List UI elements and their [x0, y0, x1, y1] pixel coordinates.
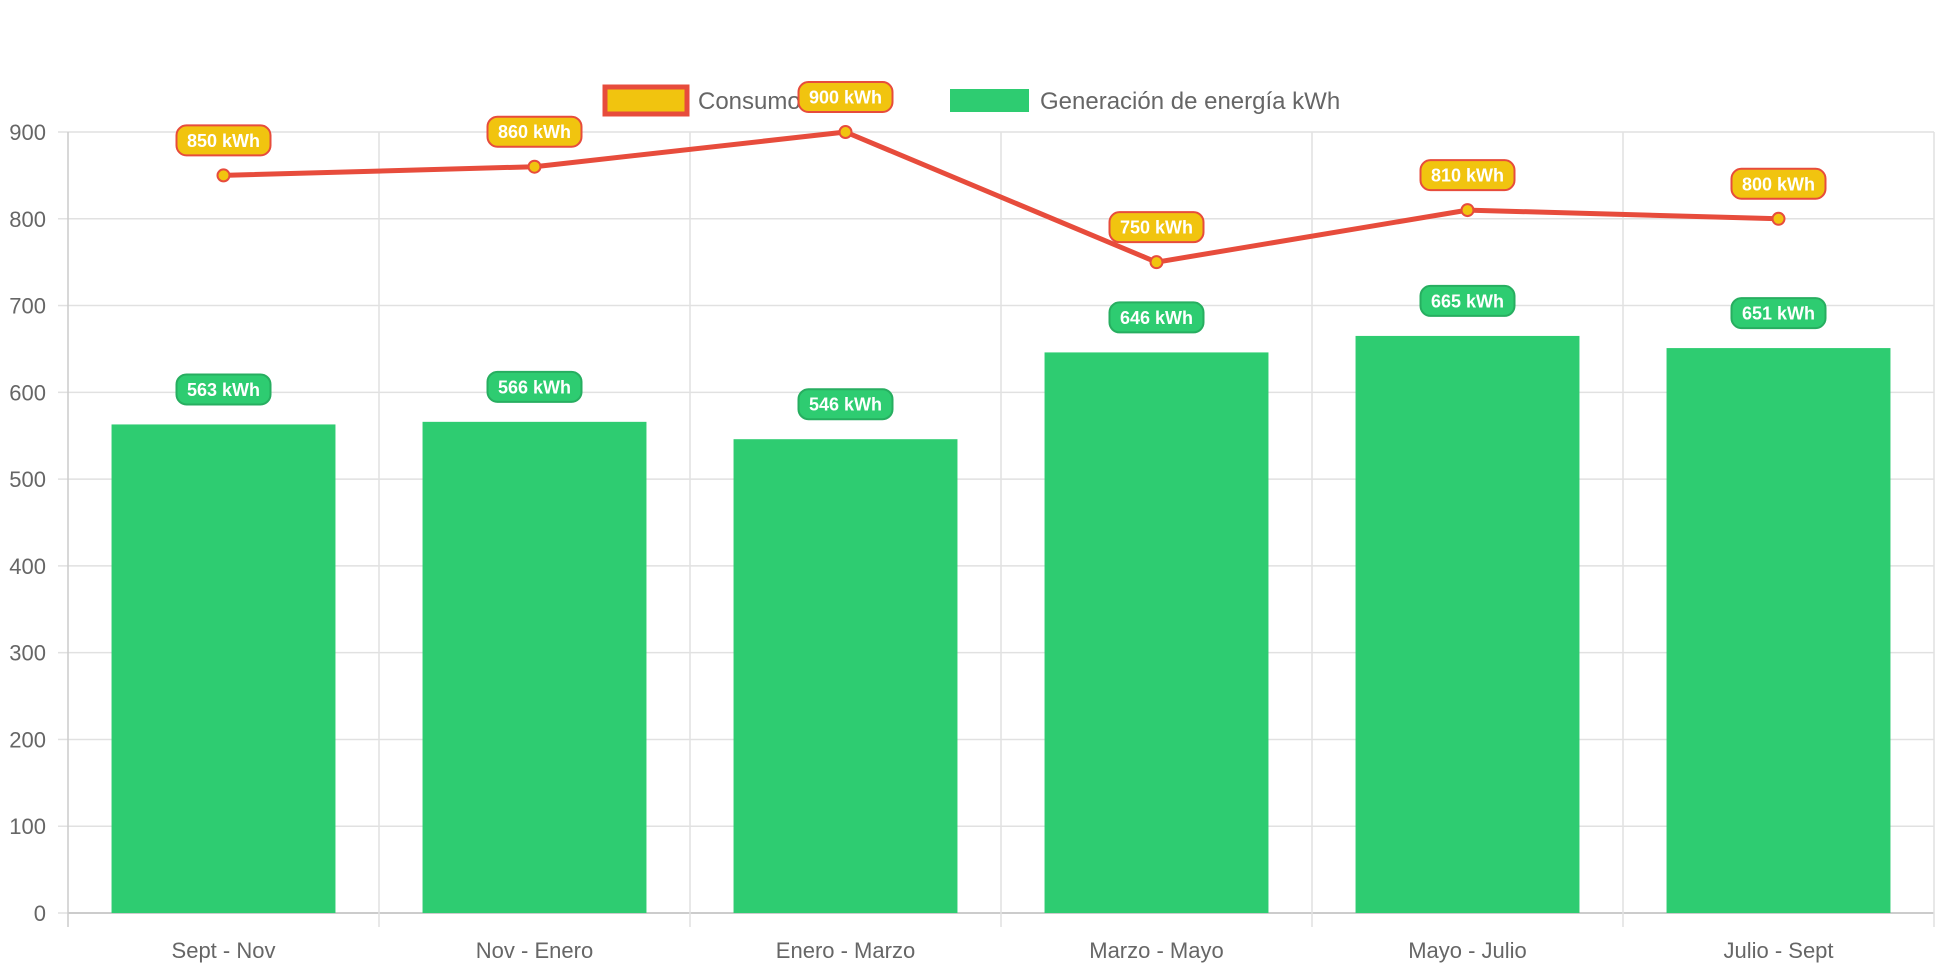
line-data-label-text: 800 kWh — [1742, 174, 1815, 194]
y-tick-label: 400 — [9, 554, 46, 579]
bar-data-label-box — [1108, 301, 1205, 334]
line-data-label-text: 850 kWh — [187, 131, 260, 151]
point-consumo[interactable] — [1149, 255, 1164, 270]
line-data-label-box — [175, 124, 272, 157]
y-tick-label: 0 — [34, 901, 46, 926]
y-tick-label: 900 — [9, 120, 46, 145]
line-data-label-box — [486, 115, 583, 148]
bar-data-label-text: 665 kWh — [1431, 291, 1504, 311]
x-tick-label: Sept - Nov — [172, 938, 276, 963]
x-tick-label: Enero - Marzo — [776, 938, 915, 963]
legend-item-generacion[interactable]: Generación de energía kWh — [950, 88, 1340, 115]
x-axis-ticks: Sept - Nov Nov - Enero Enero - Marzo Marzo … — [172, 938, 1834, 963]
x-tick-label: Julio - Sept — [1723, 938, 1833, 963]
line-data-label: 810 kWh — [1419, 159, 1516, 192]
data-labels: 563 kWh 566 kWh 546 kWh 646 kWh 665 kWh 651 k… — [175, 81, 1827, 421]
y-tick-label: 600 — [9, 380, 46, 405]
bar-data-label: 665 kWh — [1419, 284, 1516, 317]
grid-lines — [58, 131, 1935, 927]
legend-swatch-consumo — [602, 84, 690, 117]
point-consumo[interactable] — [1460, 203, 1475, 218]
bar-generacion[interactable] — [422, 421, 647, 913]
y-tick-label: 800 — [9, 207, 46, 232]
bar-generacion[interactable] — [1355, 335, 1580, 914]
line-data-label-text: 900 kWh — [809, 88, 882, 108]
bar-data-label-box — [797, 388, 894, 421]
bar-data-label-text: 651 kWh — [1742, 304, 1815, 324]
line-data-label: 860 kWh — [486, 115, 583, 148]
legend-swatch-generacion — [950, 89, 1029, 112]
bar-data-label-text: 546 kWh — [809, 395, 882, 415]
bar-data-label: 563 kWh — [175, 373, 272, 406]
x-tick-label: Mayo - Julio — [1408, 938, 1527, 963]
point-consumo[interactable] — [216, 168, 231, 183]
x-tick-label: Marzo - Mayo — [1089, 938, 1223, 963]
bar-data-label: 566 kWh — [486, 370, 583, 403]
line-data-label-text: 860 kWh — [498, 122, 571, 142]
bar-generacion[interactable] — [733, 439, 958, 913]
bar-generacion[interactable] — [1044, 352, 1269, 914]
bar-generacion[interactable] — [1666, 348, 1891, 913]
y-axis-ticks: 0 100 200 300 400 500 600 700 800 900 — [9, 120, 46, 926]
bar-data-label-text: 566 kWh — [498, 377, 571, 397]
line-series — [216, 125, 1786, 270]
bar-data-label-box — [175, 373, 272, 406]
bar-data-label-text: 563 kWh — [187, 380, 260, 400]
line-data-label-box — [1730, 167, 1827, 200]
y-tick-label: 700 — [9, 294, 46, 319]
bar-data-label-box — [486, 370, 583, 403]
y-tick-label: 500 — [9, 467, 46, 492]
line-data-label-box — [1108, 211, 1205, 244]
point-consumo[interactable] — [1771, 211, 1786, 226]
line-data-label-text: 750 kWh — [1120, 218, 1193, 238]
line-data-label-box — [797, 81, 894, 113]
y-tick-label: 300 — [9, 641, 46, 666]
line-data-label-text: 810 kWh — [1431, 166, 1504, 186]
line-data-label: 850 kWh — [175, 124, 272, 157]
x-tick-label: Nov - Enero — [476, 938, 593, 963]
line-consumo — [223, 129, 1779, 265]
line-data-label: 900 kWh — [797, 81, 894, 113]
point-consumo[interactable] — [838, 125, 853, 139]
y-tick-label: 200 — [9, 727, 46, 752]
point-consumo[interactable] — [527, 159, 542, 174]
bar-data-label: 546 kWh — [797, 388, 894, 421]
legend-label-generacion: Generación de energía kWh — [1040, 88, 1340, 115]
bar-generacion[interactable] — [111, 424, 336, 913]
y-tick-label: 100 — [9, 814, 46, 839]
bar-data-label: 651 kWh — [1730, 297, 1827, 330]
line-data-label: 750 kWh — [1108, 211, 1205, 244]
bar-data-label-box — [1419, 284, 1516, 317]
bar-data-label-box — [1730, 297, 1827, 330]
line-data-label-box — [1419, 159, 1516, 192]
bar-series — [111, 335, 1891, 914]
legend[interactable]: Consumo kWh Generación de energía kWh — [602, 84, 1340, 117]
line-data-label: 800 kWh — [1730, 167, 1827, 200]
bar-data-label-text: 646 kWh — [1120, 308, 1193, 328]
bar-data-label: 646 kWh — [1108, 301, 1205, 334]
